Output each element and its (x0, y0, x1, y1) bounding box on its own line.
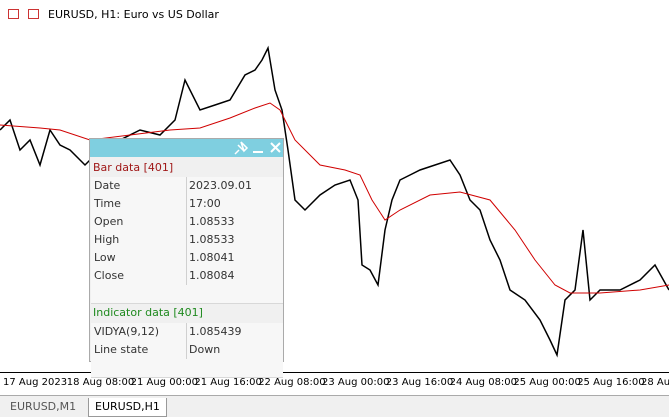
data-row: Line state Down (91, 341, 283, 360)
column-divider (186, 231, 187, 249)
data-row: Time 17:00 (91, 195, 283, 214)
data-row: VIDYA(9,12) 1.085439 (91, 323, 283, 342)
column-divider (186, 267, 187, 285)
section-title: Indicator data [401] (93, 306, 203, 319)
x-tick-label: 24 Aug 08:00 (449, 377, 518, 388)
row-value: 2023.09.01 (189, 179, 252, 192)
data-row: High 1.08533 (91, 231, 283, 250)
chart-tab[interactable]: EURUSD,M1 (10, 400, 77, 413)
x-tick-label: 21 Aug 16:00 (194, 377, 262, 388)
row-value: 17:00 (189, 197, 221, 210)
x-tick-label: 17 Aug 2023 (3, 377, 68, 388)
row-label: VIDYA(9,12) (94, 325, 160, 338)
x-axis: 17 Aug 2023 18 Aug 08:00 21 Aug 00:00 21 Au… (0, 372, 669, 395)
row-value: 1.08533 (189, 233, 235, 246)
window-title: EURUSD, H1: Euro vs US Dollar (48, 8, 219, 21)
x-tick-label: 21 Aug 00:00 (130, 377, 199, 388)
row-value: 1.08533 (189, 215, 235, 228)
column-divider (186, 323, 187, 341)
row-label: Close (94, 269, 124, 282)
column-divider (186, 249, 187, 267)
panel-header (90, 139, 283, 157)
row-label: Low (94, 251, 116, 264)
panel-controls (234, 141, 281, 155)
row-label: Time (94, 197, 121, 210)
x-tick-label: 23 Aug 16:00 (385, 377, 454, 388)
row-label: Line state (94, 343, 149, 356)
data-row: Date 2023.09.01 (91, 177, 283, 196)
column-divider (186, 195, 187, 213)
empty-row (91, 359, 283, 378)
data-row: Close 1.08084 (91, 267, 283, 286)
row-value: Down (189, 343, 221, 356)
section-title: Bar data [401] (93, 161, 174, 174)
column-divider (186, 341, 187, 359)
data-panel: Bar data [401] Date 2023.09.01 Time 17:00 Ope… (89, 138, 284, 378)
x-tick-label: 25 Aug 16:00 (577, 377, 645, 388)
x-tick-label: 25 Aug 00:00 (513, 377, 581, 388)
chart-tab[interactable]: EURUSD,H1 (88, 398, 167, 417)
window-icon (8, 9, 19, 19)
x-tick-label: 18 Aug 08:00 (66, 377, 135, 388)
row-value: 1.08084 (189, 269, 235, 282)
row-label: High (94, 233, 120, 246)
tab-bar: EURUSD,M1 EURUSD,H1 (0, 395, 669, 417)
close-button[interactable] (270, 142, 281, 153)
data-row: Low 1.08041 (91, 249, 283, 268)
data-row: Open 1.08533 (91, 213, 283, 232)
vidya-line (0, 102, 669, 294)
pin-button[interactable] (234, 141, 249, 155)
row-label: Open (94, 215, 124, 228)
column-divider (186, 213, 187, 231)
row-value: 1.085439 (189, 325, 242, 338)
row-label: Date (94, 179, 121, 192)
chart-icon (28, 9, 39, 19)
x-tick-label: 22 Aug 08:00 (258, 377, 326, 388)
x-tick-label: 28 Au (641, 377, 669, 388)
row-value: 1.08041 (189, 251, 235, 264)
x-tick-label: 23 Aug 00:00 (322, 377, 390, 388)
empty-row (91, 285, 283, 304)
column-divider (186, 177, 187, 195)
